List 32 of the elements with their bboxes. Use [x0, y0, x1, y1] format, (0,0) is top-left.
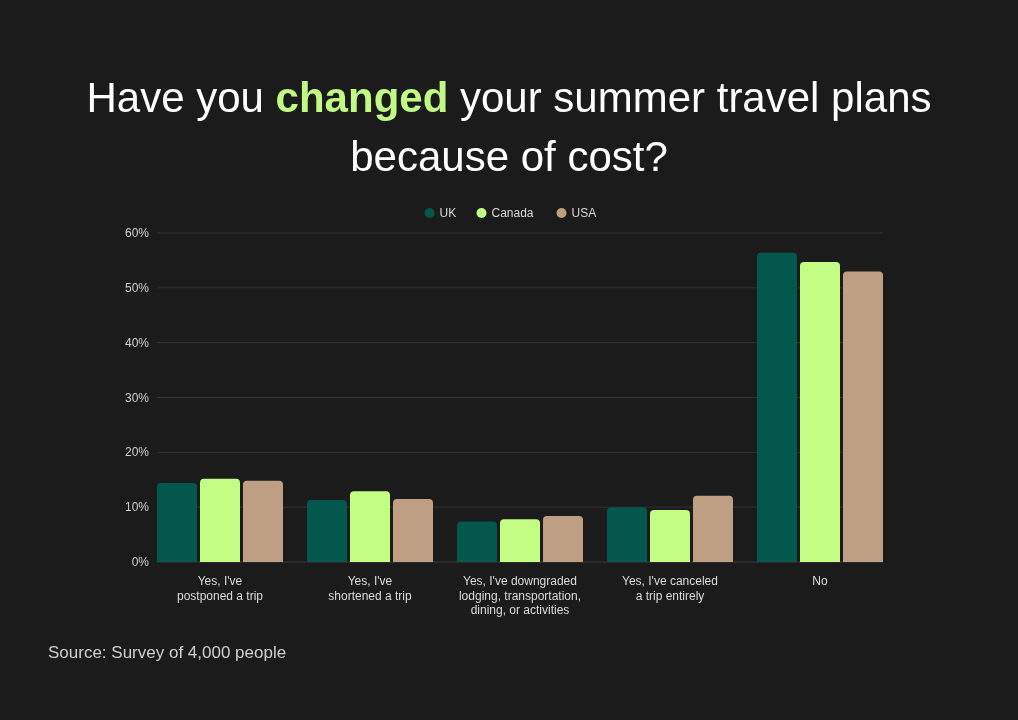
bar — [843, 271, 883, 562]
legend-label: UK — [439, 206, 457, 220]
y-tick-label: 60% — [124, 226, 150, 240]
x-tick-label: Yes, I've postponed a trip — [176, 574, 264, 603]
bar — [650, 509, 690, 562]
x-tick-label: Yes, I've canceled a trip entirely — [622, 574, 718, 603]
bar — [157, 483, 197, 562]
bar — [757, 252, 797, 562]
chart-title: Have you changed your summer travel plans because of cost? — [86, 74, 932, 180]
y-tick-label: 20% — [124, 445, 150, 460]
bar — [693, 495, 733, 562]
x-tick-label: Yes, I've downgraded lodging, transportation, dining, or activities — [458, 574, 582, 617]
bar — [393, 498, 433, 562]
y-tick-label: 30% — [124, 390, 150, 405]
bar — [307, 500, 347, 562]
source-note: Source: Survey of 4,000 people — [48, 643, 287, 662]
y-tick-label: 40% — [124, 335, 150, 350]
bar — [200, 478, 240, 562]
y-tick-label: 10% — [124, 500, 150, 515]
bar — [800, 262, 840, 562]
bar — [543, 515, 583, 562]
bar — [243, 480, 283, 562]
x-tick-label: Yes, I've shortened a trip — [328, 574, 413, 603]
legend-label: USA — [571, 206, 597, 220]
bar — [350, 491, 390, 562]
legend-label: Canada — [491, 206, 534, 220]
bar — [457, 521, 497, 562]
y-tick-label: 50% — [124, 280, 150, 295]
bar — [607, 507, 647, 562]
x-tick-label: No — [812, 574, 828, 588]
bar — [500, 519, 540, 562]
y-tick-label: 0% — [131, 555, 150, 569]
